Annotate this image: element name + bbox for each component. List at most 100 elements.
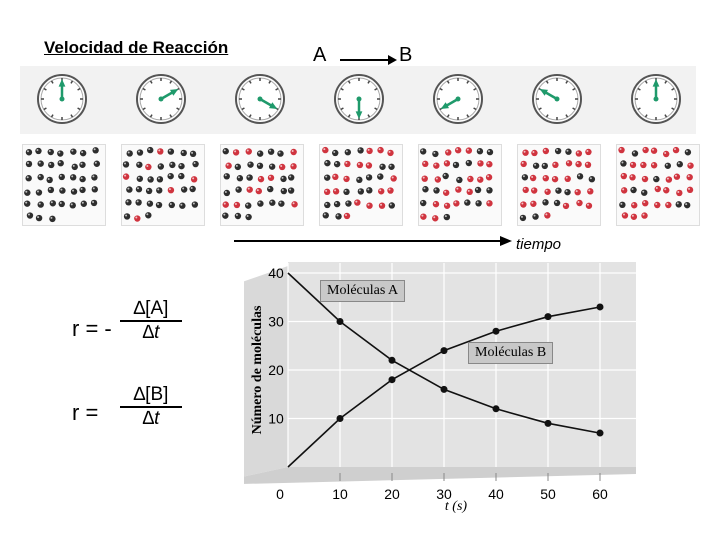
molecule-a xyxy=(91,186,99,193)
molecule-highlight xyxy=(622,188,625,191)
molecule-b xyxy=(422,160,429,168)
x-tick-label: 50 xyxy=(540,486,556,502)
molecule-b xyxy=(232,149,240,156)
molecule-a xyxy=(123,213,131,220)
molecule-a xyxy=(178,172,185,180)
molecule-highlight xyxy=(280,164,283,167)
molecule-highlight xyxy=(666,202,669,205)
molecule-highlight xyxy=(136,200,139,203)
molecule-highlight xyxy=(534,163,537,166)
molecule-a xyxy=(683,201,691,209)
molecule-a xyxy=(122,161,130,168)
molecule-highlight xyxy=(246,203,249,206)
molecule-highlight xyxy=(26,161,29,164)
molecule-b xyxy=(642,199,649,207)
clock-tick xyxy=(565,114,569,118)
molecule-highlight xyxy=(565,190,568,193)
molecule-highlight xyxy=(621,161,624,164)
molecule-highlight xyxy=(421,149,424,152)
molecule-b xyxy=(245,148,252,155)
molecule-field xyxy=(618,146,694,220)
molecule-highlight xyxy=(92,187,95,190)
molecule-a xyxy=(147,176,154,183)
molecule-highlight xyxy=(281,189,284,192)
molecule-highlight xyxy=(358,148,361,151)
molecule-highlight xyxy=(666,177,669,180)
clock-tick xyxy=(142,107,146,111)
molecule-highlight xyxy=(357,162,360,165)
molecule-b xyxy=(629,161,637,169)
molecule-a xyxy=(365,174,373,181)
molecule-highlight xyxy=(247,187,250,190)
clock-tick xyxy=(644,114,648,118)
molecule-b xyxy=(520,201,527,208)
molecule-highlight xyxy=(357,177,360,180)
molecule-highlight xyxy=(674,148,677,151)
molecule-b xyxy=(686,173,693,181)
molecule-b xyxy=(323,188,331,196)
molecule-b xyxy=(421,175,428,182)
clock-center xyxy=(257,96,263,102)
molecule-a xyxy=(553,199,561,207)
molecule-highlight xyxy=(269,149,272,152)
molecule-highlight xyxy=(92,175,95,178)
molecule-a xyxy=(379,163,386,170)
molecule-highlight xyxy=(456,148,459,151)
molecule-highlight xyxy=(38,161,41,164)
clock-tick xyxy=(367,114,371,118)
molecule-highlight xyxy=(632,203,635,206)
molecule-b xyxy=(522,186,529,194)
molecule-highlight xyxy=(224,190,227,193)
molecule-highlight xyxy=(158,164,161,167)
clock-tick xyxy=(565,80,569,84)
y-tick-label: 10 xyxy=(268,411,284,427)
molecule-highlight xyxy=(389,164,392,167)
molecule-highlight xyxy=(487,188,490,191)
molecule-b xyxy=(455,186,462,193)
molecule-highlight xyxy=(619,148,622,151)
clock-center xyxy=(554,96,560,102)
molecule-highlight xyxy=(146,213,149,216)
molecule-b xyxy=(663,187,670,194)
molecule-a xyxy=(145,212,152,219)
molecule-b xyxy=(291,201,298,208)
molecule-b xyxy=(290,163,297,170)
molecule-highlight xyxy=(487,175,490,178)
molecule-highlight xyxy=(59,174,62,177)
rate-a-denominator: ∆t xyxy=(142,322,160,343)
molecule-a xyxy=(357,188,365,195)
series-b-point xyxy=(596,303,604,311)
molecule-a xyxy=(324,174,331,181)
molecule-a xyxy=(136,175,144,182)
molecule-highlight xyxy=(367,188,370,191)
molecule-a xyxy=(245,213,252,221)
molecule-a xyxy=(280,187,288,195)
molecule-highlight xyxy=(158,149,161,152)
molecule-a xyxy=(474,186,482,194)
series-a-point xyxy=(388,356,396,364)
molecule-highlight xyxy=(335,202,338,205)
clock-tick xyxy=(466,114,470,118)
molecule-highlight xyxy=(157,203,160,206)
molecule-highlight xyxy=(237,176,240,179)
clock-tick xyxy=(374,87,378,91)
molecule-highlight xyxy=(654,177,657,180)
molecule-highlight xyxy=(445,203,448,206)
molecule-a xyxy=(167,148,175,155)
series-b-point xyxy=(492,327,500,335)
clock-center xyxy=(356,96,362,102)
x-tick-label: 0 xyxy=(276,486,284,502)
molecule-b xyxy=(432,200,440,208)
molecule-highlight xyxy=(631,187,634,190)
clock-center xyxy=(653,96,659,102)
molecule-highlight xyxy=(565,176,568,179)
clock-icon xyxy=(235,74,285,124)
time-label: tiempo xyxy=(516,236,562,253)
molecule-b xyxy=(640,161,647,169)
molecule-highlight xyxy=(71,149,74,152)
molecule-highlight xyxy=(556,149,559,152)
molecule-highlight xyxy=(270,200,273,203)
molecule-highlight xyxy=(586,162,589,165)
x-tick-label: 60 xyxy=(592,486,608,502)
molecule-b xyxy=(477,176,484,183)
